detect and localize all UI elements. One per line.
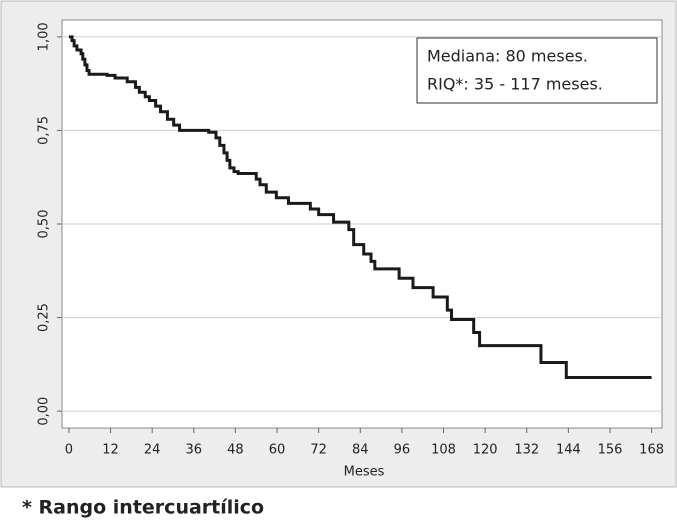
x-tick-label: 48 <box>227 443 244 458</box>
survival-curve <box>68 35 652 379</box>
y-tick-label: 1,00 <box>37 22 52 51</box>
x-tick-label: 60 <box>269 443 286 458</box>
x-tick-label: 120 <box>473 443 498 458</box>
y-tick-label: 0,50 <box>37 210 52 239</box>
x-tick-label: 132 <box>514 443 539 458</box>
footnote: * Rango intercuartílico <box>22 497 264 519</box>
x-tick-label: 72 <box>310 443 327 458</box>
x-tick-label: 84 <box>352 443 369 458</box>
annotation-box <box>416 37 658 104</box>
x-tick-label: 36 <box>186 443 203 458</box>
annotation: RIQ*: 35 - 117 meses. <box>427 75 603 94</box>
y-tick-label: 0,25 <box>37 303 52 332</box>
x-tick-label: 24 <box>144 443 161 458</box>
x-tick-label: 144 <box>556 443 581 458</box>
annotation: Mediana: 80 meses. <box>427 47 588 66</box>
x-axis-label: Meses <box>344 465 385 480</box>
x-tick-label: 108 <box>431 443 456 458</box>
x-tick-label: 0 <box>65 443 73 458</box>
x-tick-label: 156 <box>598 443 623 458</box>
y-tick-label: 0,75 <box>37 116 52 145</box>
x-tick-label: 12 <box>102 443 119 458</box>
x-tick-label: 168 <box>639 443 664 458</box>
x-tick-label: 96 <box>394 443 411 458</box>
y-tick-label: 0,00 <box>37 397 52 426</box>
